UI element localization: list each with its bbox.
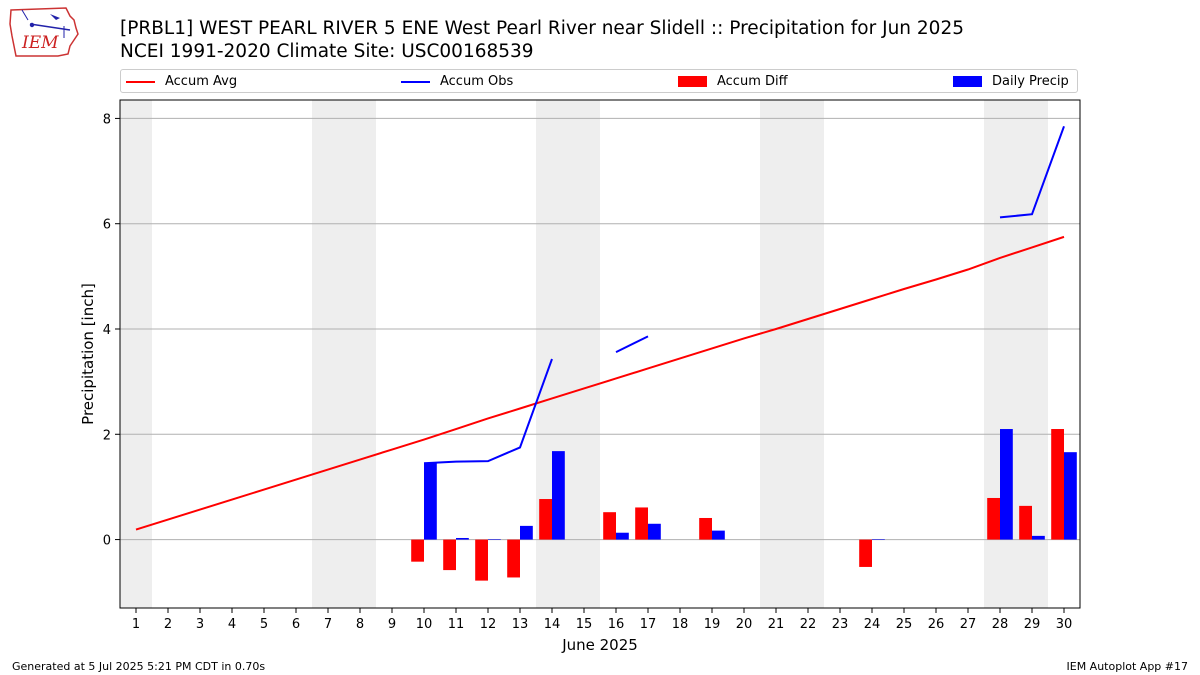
y-tick-label: 4	[103, 323, 111, 338]
logo-text: IEM	[22, 33, 59, 53]
accum-diff-bar	[859, 539, 872, 567]
daily-precip-bar	[456, 537, 469, 540]
x-tick-label: 8	[356, 617, 364, 632]
daily-precip-bar	[552, 451, 565, 540]
x-tick-label: 30	[1056, 617, 1073, 632]
y-tick-label: 8	[103, 112, 111, 127]
daily-precip-bar	[488, 539, 501, 540]
x-tick-label: 12	[480, 617, 497, 632]
legend-swatch-accum-diff	[678, 76, 707, 87]
iowa-map-icon	[9, 7, 79, 57]
chart-legend: Accum Avg Accum Obs Accum Diff Daily Pre…	[120, 69, 1078, 93]
accum-diff-bar	[411, 539, 424, 562]
x-tick-label: 20	[736, 617, 753, 632]
accum-obs-line	[615, 335, 649, 354]
weekend-shade	[312, 100, 376, 608]
legend-label-daily-precip: Daily Precip	[992, 74, 1069, 89]
x-tick-label: 7	[324, 617, 332, 632]
footer-generated: Generated at 5 Jul 2025 5:21 PM CDT in 0…	[12, 660, 266, 673]
y-tick-label: 2	[103, 428, 111, 443]
daily-precip-bar	[1064, 452, 1077, 540]
accum-diff-bar	[603, 512, 616, 540]
chart-title-line2: NCEI 1991-2020 Climate Site: USC00168539	[120, 41, 534, 62]
accum-diff-bar	[699, 517, 712, 540]
x-tick-label: 15	[576, 617, 593, 632]
weekend-shade	[760, 100, 824, 608]
accum-diff-bar	[507, 539, 520, 578]
legend-label-accum-obs: Accum Obs	[440, 74, 514, 89]
daily-precip-bar	[616, 532, 629, 540]
x-tick-label: 2	[164, 617, 172, 632]
daily-precip-bar	[712, 530, 725, 540]
legend-label-accum-avg: Accum Avg	[165, 74, 238, 89]
accum-diff-bar	[475, 539, 488, 581]
x-tick-label: 11	[448, 617, 465, 632]
daily-precip-bar	[520, 525, 533, 540]
daily-precip-bar	[872, 539, 885, 540]
x-tick-label: 14	[544, 617, 561, 632]
x-tick-label: 3	[196, 617, 204, 632]
y-tick-label: 0	[103, 534, 111, 549]
accum-diff-bar	[443, 539, 456, 571]
x-tick-label: 24	[864, 617, 881, 632]
x-tick-label: 25	[896, 617, 913, 632]
accum-diff-bar	[539, 499, 552, 540]
x-tick-label: 22	[800, 617, 817, 632]
y-tick-label: 6	[103, 218, 111, 233]
daily-precip-bar	[1032, 535, 1045, 540]
x-tick-label: 10	[416, 617, 433, 632]
legend-label-accum-diff: Accum Diff	[717, 74, 788, 89]
x-tick-label: 27	[960, 617, 977, 632]
x-tick-label: 9	[388, 617, 396, 632]
x-tick-label: 28	[992, 617, 1009, 632]
weekend-shade	[120, 100, 152, 608]
x-tick-label: 18	[672, 617, 689, 632]
legend-swatch-daily-precip	[953, 76, 982, 87]
daily-precip-bar	[424, 463, 437, 540]
chart-title: [PRBL1] WEST PEARL RIVER 5 ENE West Pear…	[120, 17, 964, 63]
accum-diff-bar	[1051, 429, 1064, 540]
accum-obs-line	[999, 125, 1065, 219]
x-tick-label: 1	[132, 617, 140, 632]
x-tick-label: 29	[1024, 617, 1041, 632]
x-tick-label: 26	[928, 617, 945, 632]
chart-title-line1: [PRBL1] WEST PEARL RIVER 5 ENE West Pear…	[120, 18, 964, 39]
x-tick-label: 16	[608, 617, 625, 632]
y-axis-label: Precipitation [inch]	[79, 283, 97, 425]
daily-precip-bar	[1000, 429, 1013, 540]
x-tick-label: 5	[260, 617, 268, 632]
accum-diff-bar	[635, 507, 648, 540]
x-tick-label: 19	[704, 617, 721, 632]
accum-avg-line	[135, 235, 1065, 531]
footer-app-label: IEM Autoplot App #17	[1066, 660, 1189, 673]
iem-logo: IEM	[8, 6, 82, 60]
x-tick-label: 17	[640, 617, 657, 632]
legend-swatch-accum-obs	[401, 81, 430, 83]
accum-diff-bar	[987, 497, 1000, 540]
plot-frame	[119, 99, 1081, 609]
x-tick-label: 21	[768, 617, 785, 632]
daily-precip-bar	[648, 523, 661, 540]
x-tick-label: 4	[228, 617, 236, 632]
accum-obs-line	[423, 358, 553, 465]
x-tick-label: 23	[832, 617, 849, 632]
x-tick-label: 6	[292, 617, 300, 632]
legend-swatch-accum-avg	[126, 81, 155, 83]
accum-diff-bar	[1019, 505, 1032, 540]
x-axis-label: June 2025	[561, 636, 638, 654]
x-tick-label: 13	[512, 617, 529, 632]
